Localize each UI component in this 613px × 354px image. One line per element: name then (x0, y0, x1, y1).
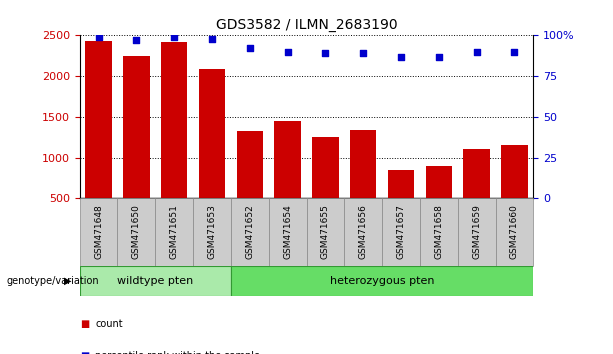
Point (358, 51, 368, 56)
Point (509, 49, 519, 55)
Text: count: count (95, 319, 123, 329)
Text: GSM471657: GSM471657 (397, 204, 406, 259)
Point (321, 51, 330, 56)
Text: GSM471658: GSM471658 (434, 204, 443, 259)
Bar (231, 266, 533, 296)
Text: ■: ■ (80, 319, 89, 329)
Bar (85, 41, 112, 198)
Bar (458, 198, 495, 266)
Text: GSM471651: GSM471651 (170, 204, 179, 259)
Text: GSM471660: GSM471660 (510, 204, 519, 259)
Bar (231, 198, 268, 266)
Bar (312, 137, 338, 198)
Bar (80, 266, 231, 296)
Bar (193, 198, 231, 266)
Bar (463, 149, 490, 198)
Point (434, 54, 444, 59)
Text: GSM471652: GSM471652 (245, 205, 254, 259)
Bar (118, 198, 155, 266)
Point (207, 36, 217, 41)
Bar (80, 198, 118, 266)
Bar (155, 198, 193, 266)
Text: GSM471653: GSM471653 (207, 204, 216, 259)
Bar (161, 42, 188, 198)
Bar (268, 198, 306, 266)
Bar (123, 56, 150, 198)
Title: GDS3582 / ILMN_2683190: GDS3582 / ILMN_2683190 (216, 18, 397, 32)
Point (131, 38, 141, 43)
Bar (388, 170, 414, 198)
Text: GSM471648: GSM471648 (94, 205, 103, 259)
Bar (345, 198, 382, 266)
Point (396, 54, 406, 59)
Bar (425, 166, 452, 198)
Point (472, 49, 482, 55)
Point (169, 34, 179, 40)
Text: GSM471655: GSM471655 (321, 204, 330, 259)
Text: GSM471650: GSM471650 (132, 204, 141, 259)
Bar (501, 145, 528, 198)
Text: GSM471656: GSM471656 (359, 204, 368, 259)
Point (245, 46, 255, 51)
Text: ■: ■ (80, 351, 89, 354)
Text: GSM471654: GSM471654 (283, 205, 292, 259)
Text: ▶: ▶ (64, 275, 72, 286)
Bar (275, 121, 301, 198)
Point (283, 49, 292, 55)
Text: percentile rank within the sample: percentile rank within the sample (95, 351, 260, 354)
Point (94, 34, 104, 40)
Bar (199, 69, 225, 198)
Text: heterozygous pten: heterozygous pten (330, 275, 435, 286)
Text: genotype/variation: genotype/variation (6, 275, 99, 286)
Bar (420, 198, 458, 266)
Bar (237, 131, 263, 198)
Text: GSM471659: GSM471659 (472, 204, 481, 259)
Bar (382, 198, 420, 266)
Text: wildtype pten: wildtype pten (117, 275, 194, 286)
Bar (350, 130, 376, 198)
Bar (306, 198, 345, 266)
Bar (495, 198, 533, 266)
